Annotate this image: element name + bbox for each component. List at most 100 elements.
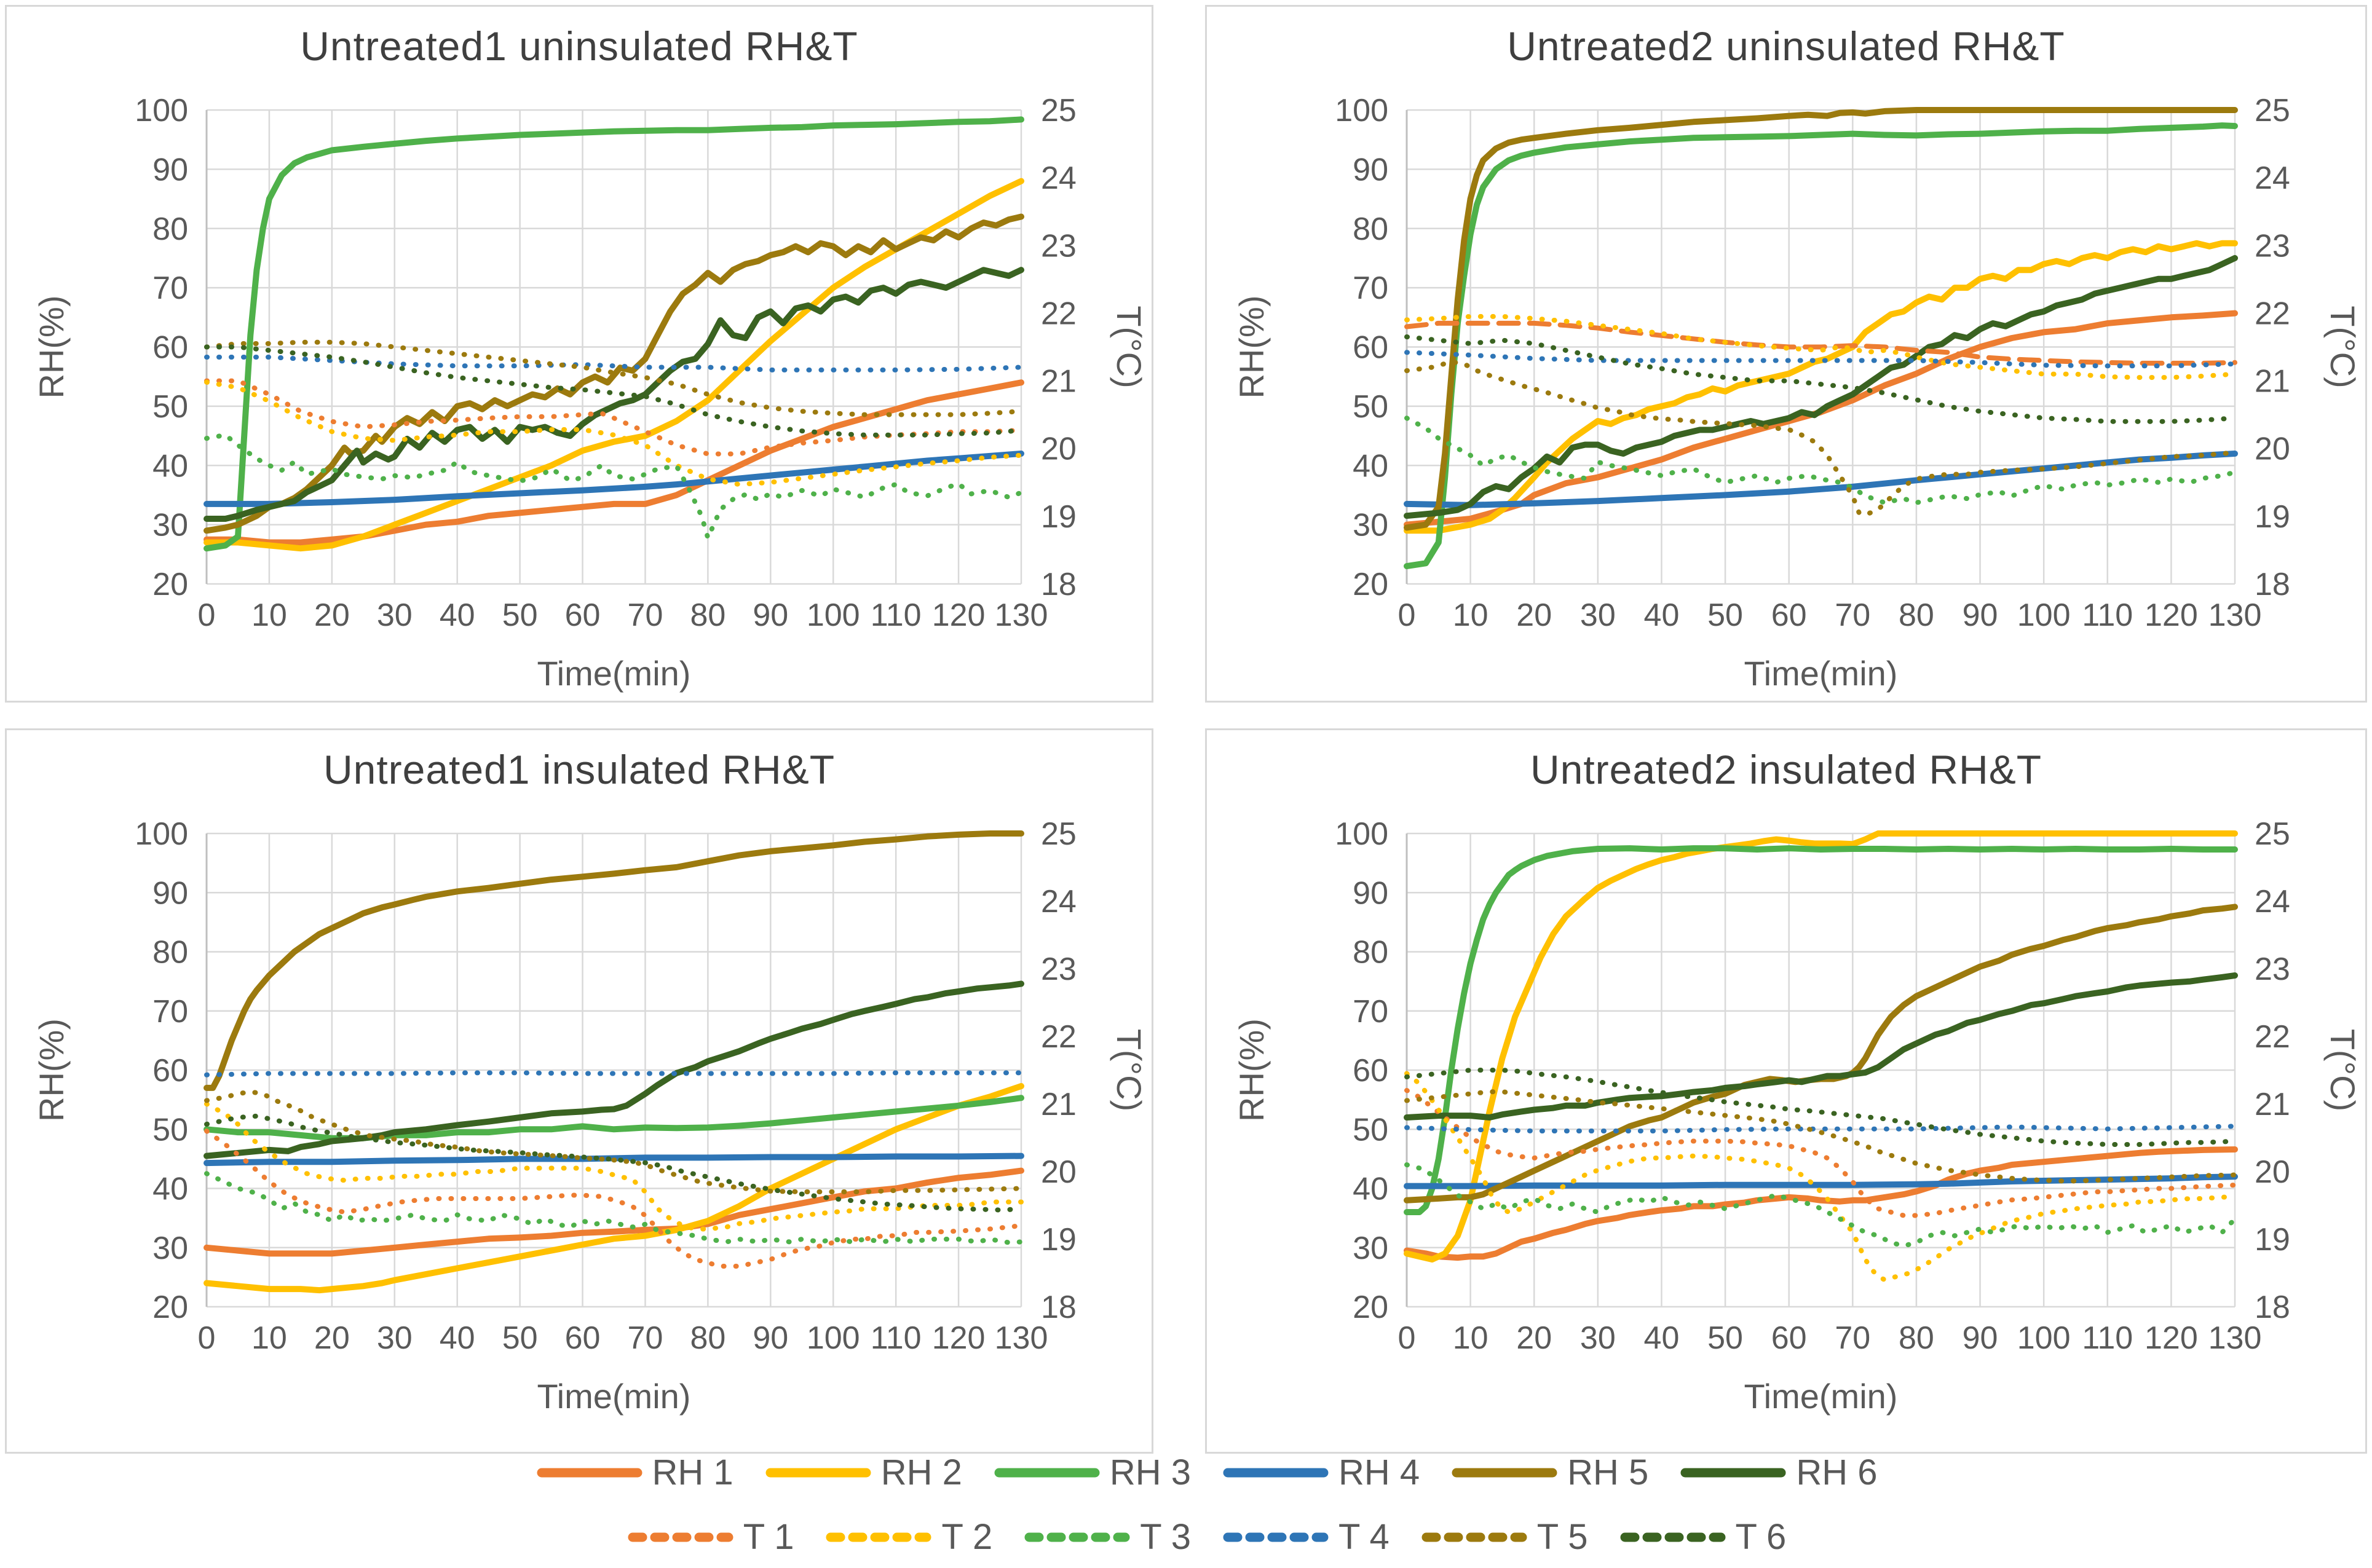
series-rh-6 <box>1404 972 2238 1121</box>
legend-label: RH 2 <box>880 1452 962 1492</box>
y-left-tick: 20 <box>1353 1290 1388 1325</box>
y-left-tick: 30 <box>152 1231 188 1266</box>
y-left-tick: 90 <box>152 152 188 187</box>
axis-ticks: 0 10 20 30 40 50 60 70 80 90 100 110 120 130100908070… <box>135 93 1077 633</box>
series-t-6 <box>204 344 1024 438</box>
x-tick: 60 <box>1771 597 1807 633</box>
x-axis-label: Time(min) <box>537 1377 691 1416</box>
y-right-tick: 20 <box>1041 1154 1077 1190</box>
y-right-tick: 21 <box>1041 1087 1077 1122</box>
axis-ticks: 0 10 20 30 40 50 60 70 80 90 100 110 120 130100908070… <box>1335 93 2290 633</box>
legend-label: RH 1 <box>652 1452 733 1492</box>
y-right-tick: 19 <box>2255 499 2290 535</box>
x-tick: 80 <box>690 597 725 633</box>
x-tick: 130 <box>995 597 1048 633</box>
y-right-tick: 22 <box>1041 1019 1077 1055</box>
y-right-tick: 23 <box>1041 228 1077 264</box>
y-left-tick: 20 <box>152 567 188 602</box>
legend-swatch-t-5-icon <box>1421 1532 1527 1542</box>
y-left-tick: 60 <box>152 330 188 366</box>
x-tick: 100 <box>2017 597 2071 633</box>
legend-label: T 2 <box>941 1517 993 1557</box>
series-t-6 <box>204 1113 1024 1213</box>
y-right-tick: 23 <box>1041 951 1077 987</box>
x-tick: 120 <box>932 1320 986 1356</box>
x-tick: 70 <box>628 1320 663 1356</box>
x-tick: 110 <box>2082 1320 2133 1356</box>
y-left-tick: 50 <box>1353 389 1388 425</box>
y-left-tick: 70 <box>1353 270 1388 306</box>
x-tick: 40 <box>440 597 475 633</box>
x-tick: 40 <box>440 1320 475 1356</box>
y-right-tick: 18 <box>2255 1290 2290 1325</box>
gridlines <box>1405 832 2236 1308</box>
legend-item-rh-2: RH 2 <box>765 1452 962 1493</box>
x-tick: 20 <box>314 597 350 633</box>
y-right-tick: 21 <box>2255 1087 2290 1122</box>
y-right-axis-label: T(°C) <box>1110 1029 1148 1111</box>
series-rh-2 <box>204 178 1024 552</box>
series-t-4 <box>1404 350 2237 369</box>
x-tick: 30 <box>377 597 413 633</box>
legend-item-rh-5: RH 5 <box>1452 1452 1648 1493</box>
legend-item-rh-4: RH 4 <box>1223 1452 1420 1493</box>
legend-label: T 3 <box>1140 1517 1191 1557</box>
y-right-tick: 23 <box>2255 228 2290 264</box>
legend-row-rh: RH 1 RH 2 RH 3 RH 4 RH 5 RH 6 <box>537 1452 1910 1493</box>
y-left-tick: 80 <box>152 211 188 247</box>
y-right-tick: 21 <box>2255 364 2290 400</box>
x-axis-label: Time(min) <box>1744 654 1898 693</box>
chart-panel-untreated2-insulated: 0 10 20 30 40 50 60 70 80 90 100 110 120 130 100 90 80 70… <box>1205 728 2367 1454</box>
legend-label: T 4 <box>1338 1517 1390 1557</box>
series-t-1 <box>204 1129 1024 1269</box>
y-left-tick: 100 <box>135 816 188 852</box>
legend-row-t: T 1 T 2 T 3 T 4 T 5 T 6 <box>628 1516 1819 1558</box>
series-t-2 <box>204 1101 1024 1232</box>
x-tick: 40 <box>1644 1320 1680 1356</box>
legend-swatch-rh-2-icon <box>765 1468 871 1477</box>
y-right-tick: 24 <box>2255 160 2290 196</box>
x-tick: 80 <box>690 1320 725 1356</box>
y-right-tick: 18 <box>2255 567 2290 602</box>
legend-label: T 5 <box>1536 1517 1588 1557</box>
y-left-tick: 50 <box>152 389 188 425</box>
legend-label: RH 5 <box>1567 1452 1649 1492</box>
legend-swatch-rh-1-icon <box>537 1468 642 1477</box>
y-left-tick: 40 <box>152 1172 188 1207</box>
series-rh-6 <box>1404 254 2238 519</box>
legend-item-rh-1: RH 1 <box>537 1452 733 1493</box>
series-t-6 <box>1404 334 2237 424</box>
series-rh-5 <box>1404 107 2238 531</box>
series-t-5 <box>204 339 1024 417</box>
x-tick: 0 <box>198 1320 216 1356</box>
y-right-tick: 24 <box>1041 884 1077 920</box>
y-right-axis-label: T(°C) <box>2323 305 2362 388</box>
x-tick: 90 <box>1963 597 1998 633</box>
y-left-tick: 30 <box>1353 1231 1388 1266</box>
x-tick: 90 <box>753 597 788 633</box>
legend-label: T 1 <box>743 1517 794 1557</box>
legend-label: RH 6 <box>1796 1452 1878 1492</box>
x-tick: 90 <box>1963 1320 1998 1356</box>
y-left-tick: 90 <box>1353 875 1388 911</box>
x-tick: 110 <box>871 1320 922 1356</box>
legend-label: T 6 <box>1735 1517 1787 1557</box>
chart-panel-untreated1-uninsulated: 0 10 20 30 40 50 60 70 80 90 100 110 120 130 100 90 80 70… <box>5 5 1153 703</box>
y-left-tick: 40 <box>1353 1172 1388 1207</box>
chart-panel-untreated2-uninsulated: 0 10 20 30 40 50 60 70 80 90 100 110 120 130 100 90 80 70… <box>1205 5 2367 703</box>
chart-title: Untreated1 insulated RH&T <box>323 747 836 792</box>
series-rh-3 <box>1404 122 2238 570</box>
x-tick: 50 <box>1707 597 1743 633</box>
y-right-tick: 19 <box>1041 499 1077 535</box>
series-rh-1 <box>204 1167 1024 1257</box>
series-rh-3 <box>1404 845 2238 1215</box>
x-tick: 10 <box>251 597 287 633</box>
legend-swatch-rh-5-icon <box>1452 1468 1557 1477</box>
x-tick: 20 <box>1516 597 1552 633</box>
chart-plot-untreated1-insulated: 0 10 20 30 40 50 60 70 80 90 100 110 120 130 100 90 80 70… <box>32 816 1148 1416</box>
x-tick: 60 <box>565 597 601 633</box>
x-tick: 0 <box>1398 1320 1416 1356</box>
x-tick: 70 <box>1835 1320 1870 1356</box>
chart-title: Untreated1 uninsulated RH&T <box>300 23 858 69</box>
